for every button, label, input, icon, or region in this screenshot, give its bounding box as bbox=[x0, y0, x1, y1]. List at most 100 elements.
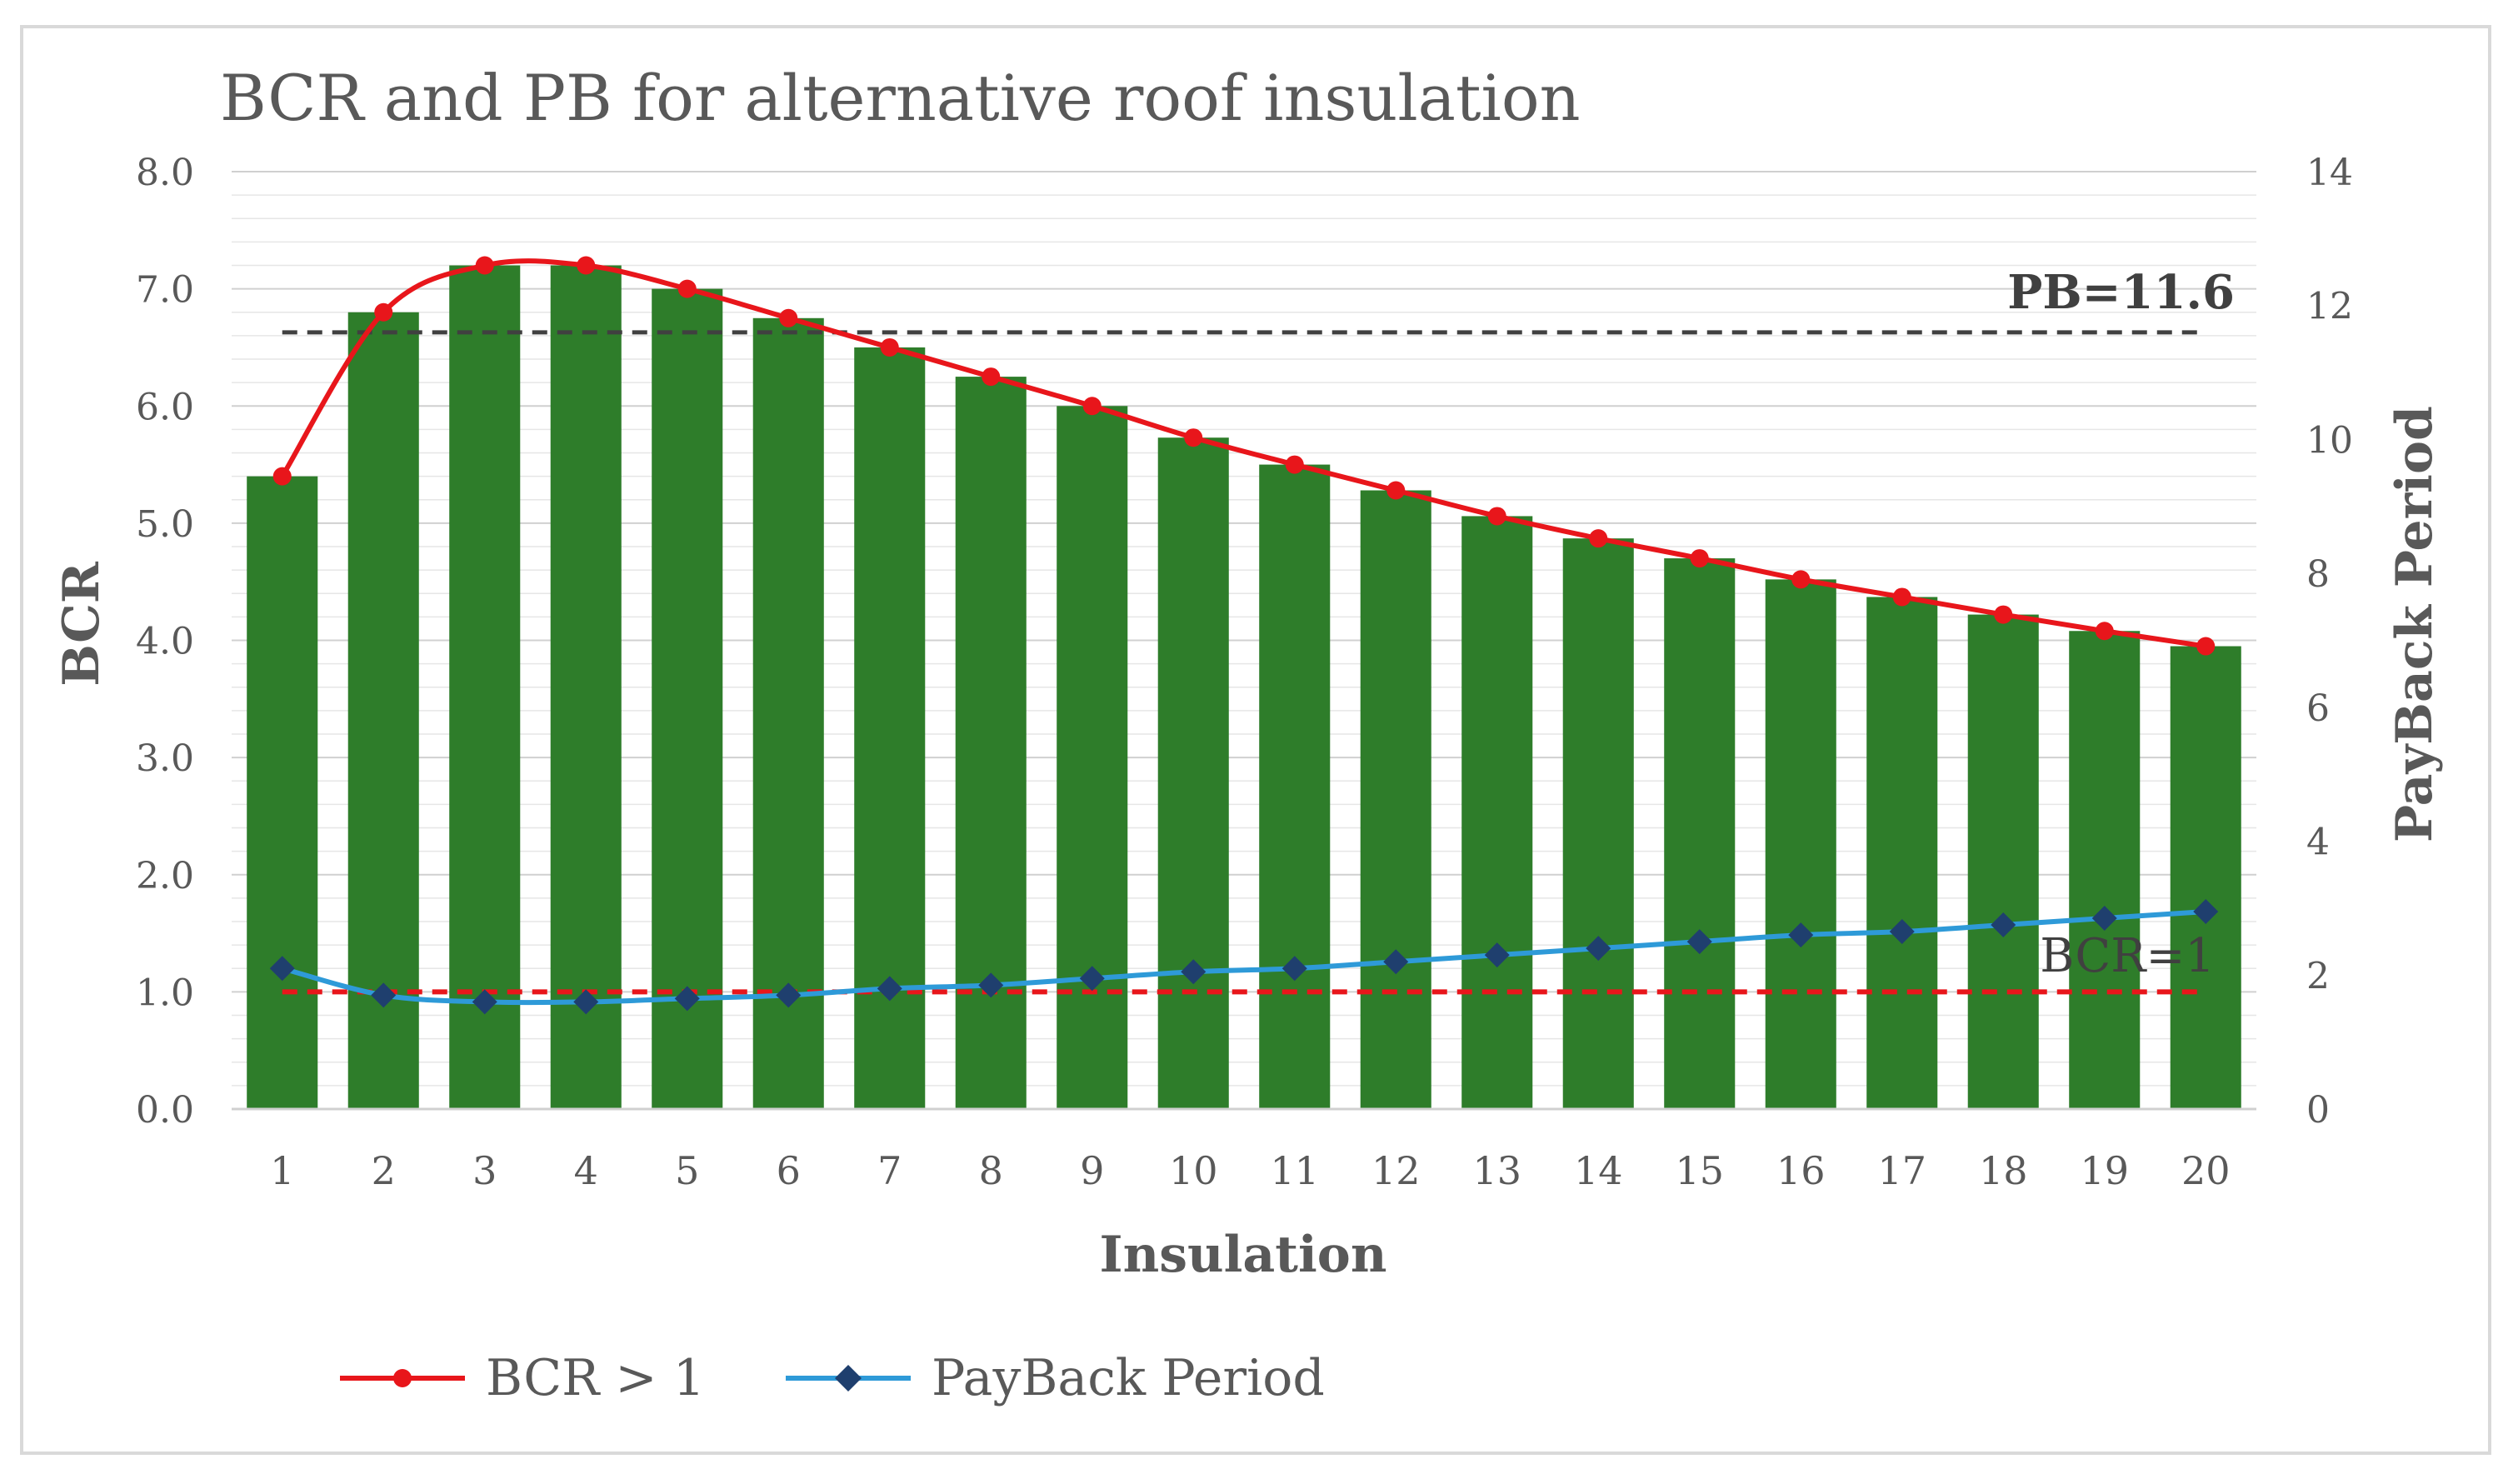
y-tick-label-left: 8.0 bbox=[136, 152, 194, 194]
point-payback bbox=[1686, 929, 1712, 955]
y-tick-label-left: 1.0 bbox=[136, 972, 194, 1014]
legend: BCR > 1 PayBack Period bbox=[340, 1349, 1325, 1407]
bar bbox=[955, 377, 1027, 1109]
reference-lines bbox=[282, 330, 2206, 995]
bar bbox=[1866, 597, 1938, 1109]
bar bbox=[1562, 538, 1634, 1109]
y-tick-label-right: 8 bbox=[2306, 553, 2330, 596]
x-tick-label: 4 bbox=[574, 1148, 598, 1193]
x-axis-label: Insulation bbox=[1100, 1226, 1387, 1284]
point-payback bbox=[2193, 898, 2219, 924]
point-payback bbox=[1788, 922, 1814, 948]
point-payback bbox=[1484, 942, 1510, 968]
y-tick-label-left: 0.0 bbox=[136, 1089, 194, 1132]
legend-marker-bcr bbox=[393, 1369, 412, 1387]
bar bbox=[1360, 490, 1431, 1109]
y-tick-label-left: 4.0 bbox=[136, 621, 194, 663]
y-tick-label-right: 14 bbox=[2306, 152, 2353, 194]
y-tick-label-left: 2.0 bbox=[136, 855, 194, 897]
bar bbox=[1259, 464, 1331, 1109]
y-tick-label-right: 4 bbox=[2306, 822, 2330, 864]
point-payback bbox=[877, 976, 902, 1002]
x-tick-label: 16 bbox=[1776, 1148, 1826, 1193]
point-bcr bbox=[1184, 428, 1203, 447]
point-bcr bbox=[1082, 397, 1102, 416]
bar bbox=[1461, 516, 1533, 1109]
x-tick-label: 17 bbox=[1877, 1148, 1926, 1193]
bar bbox=[652, 288, 723, 1109]
bar bbox=[550, 265, 622, 1109]
point-bcr bbox=[374, 302, 393, 322]
point-bcr bbox=[1791, 570, 1811, 589]
x-tick-label: 13 bbox=[1472, 1148, 1521, 1193]
bar bbox=[1057, 406, 1128, 1109]
x-tick-label: 9 bbox=[1080, 1148, 1104, 1193]
x-tick-label: 8 bbox=[979, 1148, 1003, 1193]
point-payback bbox=[1079, 966, 1105, 992]
bars bbox=[247, 265, 2241, 1109]
reference-label-pb: PB=11.6 bbox=[2007, 265, 2235, 320]
bar bbox=[2069, 631, 2141, 1109]
bar bbox=[1157, 437, 1229, 1109]
series-lines bbox=[269, 256, 2219, 1015]
point-payback bbox=[371, 982, 397, 1008]
point-payback bbox=[1586, 936, 1611, 962]
reference-label-bcr: BCR=1 bbox=[2040, 929, 2215, 983]
point-bcr bbox=[1386, 481, 1406, 500]
point-payback bbox=[269, 956, 295, 982]
x-tick-label: 2 bbox=[372, 1148, 396, 1193]
x-tick-label: 1 bbox=[270, 1148, 294, 1193]
point-bcr bbox=[1994, 605, 2013, 624]
y-tick-label-right: 2 bbox=[2306, 955, 2330, 997]
x-tick-label: 3 bbox=[472, 1148, 497, 1193]
y-tick-label-right: 10 bbox=[2306, 419, 2353, 462]
point-payback bbox=[1889, 919, 1915, 945]
x-tick-label: 20 bbox=[2181, 1148, 2231, 1193]
x-tick-label: 19 bbox=[2080, 1148, 2129, 1193]
bar bbox=[1765, 579, 1836, 1109]
legend-item-payback: PayBack Period bbox=[786, 1349, 1325, 1407]
bar bbox=[1664, 558, 1736, 1109]
point-payback bbox=[1383, 949, 1409, 975]
chart-title: BCR and PB for alternative roof insulati… bbox=[220, 61, 1581, 135]
point-bcr bbox=[1589, 529, 1608, 548]
y-axis-label-left: BCR bbox=[52, 561, 111, 687]
point-payback bbox=[1281, 956, 1307, 982]
point-bcr bbox=[1892, 587, 1911, 607]
bar bbox=[347, 312, 419, 1109]
y-tick-label-left: 5.0 bbox=[136, 503, 194, 546]
legend-label-payback: PayBack Period bbox=[932, 1349, 1325, 1407]
point-bcr bbox=[577, 256, 596, 275]
y-tick-label-left: 6.0 bbox=[136, 386, 194, 428]
point-bcr bbox=[2095, 622, 2114, 641]
bar bbox=[1967, 614, 2039, 1109]
y-tick-label-right: 0 bbox=[2306, 1089, 2330, 1132]
x-tick-label: 5 bbox=[675, 1148, 699, 1193]
point-payback bbox=[573, 989, 599, 1015]
point-payback bbox=[978, 972, 1004, 998]
y-tick-label-right: 12 bbox=[2306, 286, 2353, 328]
x-tick-label: 6 bbox=[777, 1148, 801, 1193]
point-bcr bbox=[880, 337, 899, 357]
point-bcr bbox=[1487, 507, 1506, 526]
bar bbox=[752, 317, 824, 1109]
point-bcr bbox=[982, 367, 1001, 387]
bar bbox=[449, 265, 521, 1109]
point-bcr bbox=[2196, 637, 2216, 656]
chart-frame: 0.0 1.0 2.0 3.0 4.0 5.0 6.0 7.0 8.0 0 2 4 6 8 10 12 14 1 2… bbox=[20, 25, 2491, 1455]
x-tick-label: 11 bbox=[1270, 1148, 1319, 1193]
x-tick-label: 7 bbox=[877, 1148, 902, 1193]
point-payback bbox=[674, 986, 700, 1012]
y-axis-label-right: PayBack Period bbox=[2386, 406, 2444, 842]
legend-marker-payback bbox=[835, 1365, 862, 1392]
point-bcr bbox=[272, 467, 292, 486]
x-tick-label: 15 bbox=[1675, 1148, 1724, 1193]
point-bcr bbox=[1285, 455, 1304, 474]
bar bbox=[247, 476, 318, 1109]
point-payback bbox=[2091, 905, 2117, 931]
legend-item-bcr: BCR > 1 bbox=[340, 1349, 705, 1407]
point-payback bbox=[1991, 912, 2016, 938]
point-bcr bbox=[677, 279, 697, 298]
